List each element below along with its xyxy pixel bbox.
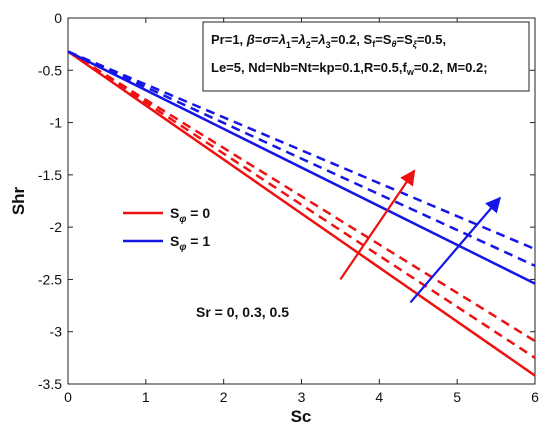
y-tick-label: -2.5 — [38, 271, 62, 287]
trend-arrow-blue — [409, 196, 501, 304]
series-line-s-phi-0-sr-0-3 — [67, 50, 536, 359]
parameter-note-line-2: Le=5, Nd=Nb=Nt=kp=0.1,R=0.5,fw=0.2, M=0.… — [211, 60, 488, 77]
x-tick-label: 3 — [298, 389, 306, 405]
y-tick-label: -0.5 — [38, 62, 62, 78]
series-layer — [67, 50, 536, 377]
tick-layer: 0 1 2 3 4 5 6 0 -0.5 -1 -1.5 -2 -2.5 -3 -3.5 — [38, 10, 539, 405]
x-axis-label: Sc — [291, 407, 312, 426]
y-tick-label: -1 — [50, 115, 63, 131]
x-tick-label: 4 — [375, 389, 383, 405]
y-tick-label: -2 — [50, 219, 63, 235]
trend-arrow-red — [339, 169, 416, 281]
series-line-s-phi-0-sr-0 — [67, 50, 536, 377]
parameter-note-box — [202, 21, 530, 92]
y-tick-label: 0 — [54, 10, 62, 26]
y-tick-label: -3.5 — [38, 376, 62, 392]
y-axis-label: Shr — [9, 186, 28, 215]
x-tick-label: 0 — [64, 389, 72, 405]
series-line-s-phi-0-sr-0-5 — [67, 50, 536, 343]
x-tick-label: 2 — [220, 389, 228, 405]
y-tick-label: -1.5 — [38, 167, 62, 183]
x-tick-label: 6 — [531, 389, 539, 405]
arrow-layer — [339, 169, 501, 304]
series-line-s-phi-1-sr-0 — [67, 50, 536, 285]
sr-annotation: Sr = 0, 0.3, 0.5 — [196, 304, 289, 320]
series-line-s-phi-1-sr-0-5 — [67, 50, 536, 251]
x-tick-label: 1 — [142, 389, 150, 405]
parameter-note-line-1: Pr=1, β=σ=λ1=λ2=λ3=0.2, Sf=Sθ=Sξ=0.5, — [211, 32, 446, 50]
x-tick-label: 5 — [453, 389, 461, 405]
series-line-s-phi-1-sr-0-3 — [67, 50, 536, 267]
y-tick-label: -3 — [50, 324, 63, 340]
parameter-note: Pr=1, β=σ=λ1=λ2=λ3=0.2, Sf=Sθ=Sξ=0.5, Le… — [202, 21, 530, 92]
